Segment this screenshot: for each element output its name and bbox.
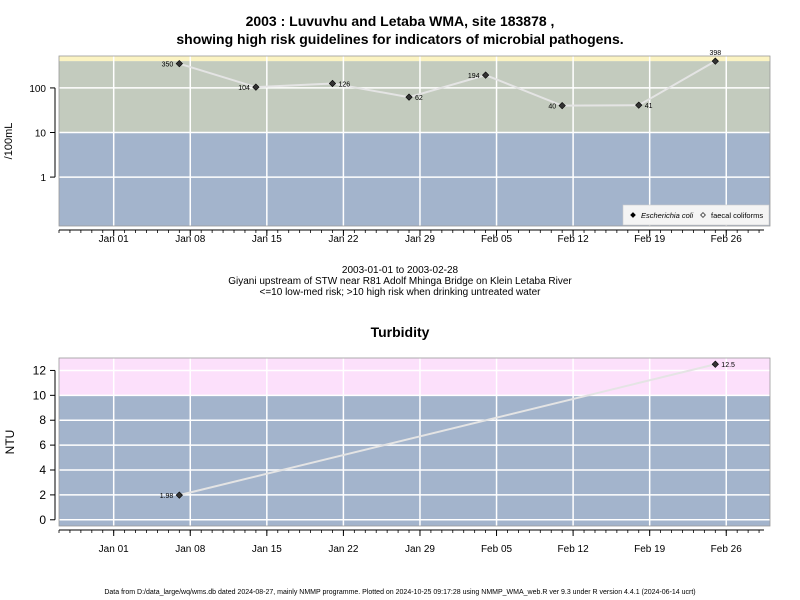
turbidity-panel: 0 2 4 6 8 10 12 Jan 01 Jan 08 Jan 15 Jan 22 Jan 29 F… <box>3 357 771 555</box>
data-label: 104 <box>238 85 250 92</box>
y-tick-label: 0 <box>39 513 46 527</box>
y-tick-label: 4 <box>39 463 46 477</box>
data-label: 41 <box>645 103 653 110</box>
data-point <box>175 491 183 499</box>
data-point <box>405 93 413 101</box>
data-label: 350 <box>162 62 174 69</box>
legend-marker-faecal <box>700 212 706 218</box>
data-point <box>558 102 566 110</box>
risk-guideline-caption: <=10 low-med risk; >10 high risk when dr… <box>259 287 541 298</box>
plot-border <box>58 357 771 527</box>
x-tick-label: Jan 08 <box>175 234 205 245</box>
plot-border <box>58 55 771 227</box>
chart-title-line-1: 2003 : Luvuvhu and Letaba WMA, site 1838… <box>245 13 555 29</box>
y-tick-label: 1 <box>40 173 46 184</box>
site-description-caption: Giyani upstream of STW near R81 Adolf Mh… <box>228 276 572 287</box>
turbidity-title: Turbidity <box>370 324 430 340</box>
data-point <box>635 101 643 109</box>
x-tick-label: Feb 26 <box>711 234 743 245</box>
x-tick-label: Feb 05 <box>481 544 513 555</box>
data-point <box>711 57 719 65</box>
x-tick-label: Jan 22 <box>328 544 358 555</box>
x-tick-label: Jan 29 <box>405 234 435 245</box>
x-tick-label: Jan 29 <box>405 544 435 555</box>
risk-band-0 <box>59 395 770 526</box>
x-tick-label: Feb 05 <box>481 234 513 245</box>
y-tick-label: 6 <box>39 438 46 452</box>
risk-band-1 <box>59 358 770 396</box>
x-tick-label: Feb 19 <box>634 234 666 245</box>
x-tick-label: Feb 12 <box>558 544 590 555</box>
x-tick-label: Feb 19 <box>634 544 666 555</box>
legend-marker-ecoli <box>630 212 636 218</box>
data-label: 126 <box>338 81 350 88</box>
y-tick-label: 100 <box>29 84 46 95</box>
data-label: 12.5 <box>721 362 735 369</box>
x-tick-label: Jan 08 <box>175 544 205 555</box>
legend-label: faecal coliforms <box>711 211 763 220</box>
y-axis-label: NTU <box>3 430 17 455</box>
data-point <box>252 83 260 91</box>
x-tick-label: Jan 22 <box>328 234 358 245</box>
x-tick-label: Jan 15 <box>252 544 282 555</box>
x-tick-label: Jan 01 <box>99 544 129 555</box>
data-point <box>481 71 490 79</box>
data-label: 40 <box>548 104 556 111</box>
y-tick-label: 10 <box>33 388 47 402</box>
chart-title-line-2: showing high risk guidelines for indicat… <box>176 31 624 47</box>
data-label: 194 <box>468 73 480 80</box>
y-tick-label: 10 <box>35 129 47 140</box>
date-range-caption: 2003-01-01 to 2003-02-28 <box>341 265 459 276</box>
data-point <box>175 60 183 68</box>
y-axis-label: /100mL <box>3 123 15 160</box>
footer-note: Data from D:/data_large/wq/wms.db dated … <box>104 589 696 596</box>
data-label: 1.98 <box>160 493 174 500</box>
legend-label: Escherichia coli <box>641 211 693 220</box>
y-tick-label: 12 <box>33 363 47 377</box>
y-tick-label: 2 <box>39 488 46 502</box>
series-line <box>179 60 716 107</box>
data-point <box>328 79 337 88</box>
data-point <box>711 360 719 368</box>
data-label: 398 <box>709 50 721 57</box>
x-tick-label: Jan 01 <box>99 234 129 245</box>
x-tick-label: Jan 15 <box>252 234 282 245</box>
x-tick-label: Feb 12 <box>558 234 590 245</box>
data-label: 62 <box>415 95 423 102</box>
risk-band-2 <box>59 56 770 62</box>
x-tick-label: Feb 26 <box>711 544 743 555</box>
y-tick-label: 8 <box>39 413 46 427</box>
legend-box <box>622 204 770 226</box>
ecoli-panel: 1 10 100 Jan 01 Jan 08 Jan 15 Jan 22 Jan 29 Feb … <box>3 50 771 245</box>
series-line <box>179 363 716 497</box>
